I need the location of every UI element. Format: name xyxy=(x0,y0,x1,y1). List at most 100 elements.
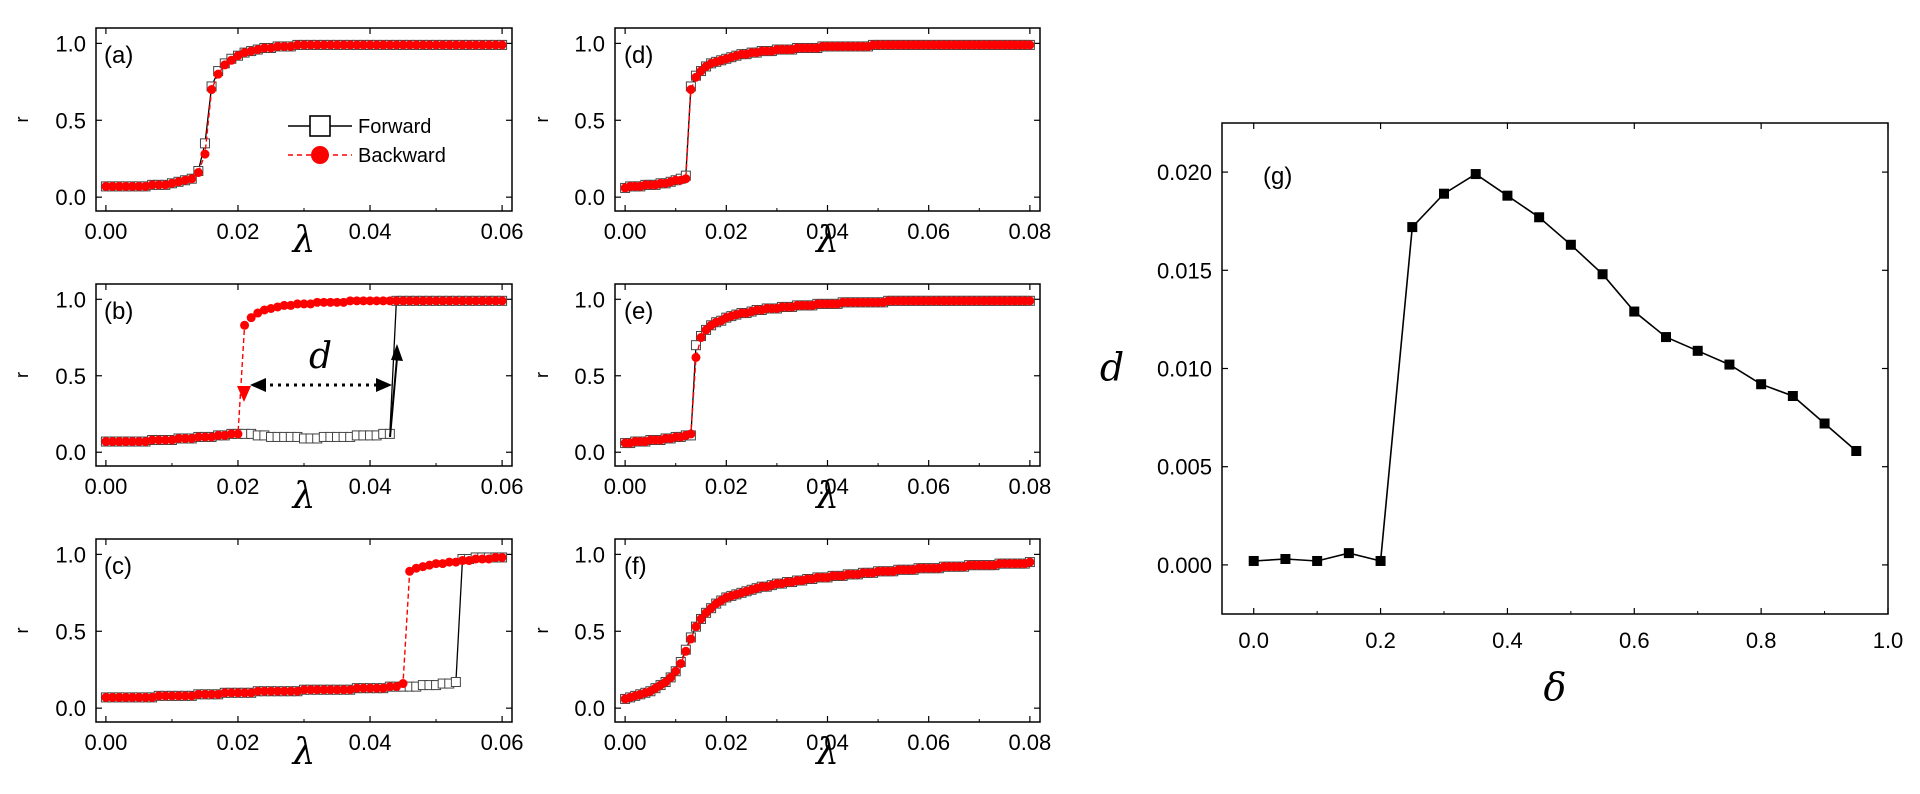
x-axis-label: λ xyxy=(291,476,316,517)
data-point-d xyxy=(1280,554,1291,565)
backward-jump-arrow-head xyxy=(237,386,251,402)
data-point-backward xyxy=(332,40,342,50)
x-tick-label: 0.04 xyxy=(806,474,849,499)
data-point-backward xyxy=(471,40,481,50)
data-point-backward xyxy=(306,40,316,50)
data-point-backward xyxy=(1025,557,1035,567)
y-axis-label: r xyxy=(12,628,32,634)
data-point-backward xyxy=(365,40,375,50)
data-point-backward xyxy=(108,437,118,447)
series-line-forward xyxy=(625,300,1030,444)
data-point-backward xyxy=(253,686,263,696)
data-point-backward xyxy=(457,296,467,306)
x-tick-label: 0.08 xyxy=(1008,474,1051,499)
d-arrow-left-head xyxy=(250,378,266,392)
data-point-backward xyxy=(497,296,507,306)
x-tick-label: 0.8 xyxy=(1746,628,1777,653)
data-point-d xyxy=(1312,555,1323,566)
data-point-backward xyxy=(200,689,210,699)
data-point-forward xyxy=(690,340,701,351)
x-tick-label: 0.02 xyxy=(705,474,748,499)
data-point-backward xyxy=(127,437,137,447)
data-point-backward xyxy=(691,622,701,632)
data-point-backward xyxy=(358,683,368,693)
y-tick-label: 1.0 xyxy=(574,31,605,56)
data-point-backward xyxy=(213,430,223,440)
data-point-backward xyxy=(325,40,335,50)
data-point-backward xyxy=(398,296,408,306)
data-point-backward xyxy=(207,85,217,95)
data-point-backward xyxy=(438,296,448,306)
data-point-backward xyxy=(477,296,487,306)
data-point-backward xyxy=(114,437,124,447)
y-axis-label: r xyxy=(12,117,32,123)
data-point-backward xyxy=(121,437,131,447)
data-point-d xyxy=(1851,445,1862,456)
x-tick-label: 0.06 xyxy=(481,219,524,244)
y-axis-label: r xyxy=(532,117,552,123)
series-line-d xyxy=(1253,173,1857,563)
data-point-d xyxy=(1534,212,1545,223)
data-point-backward xyxy=(127,181,137,191)
data-point-backward xyxy=(147,180,157,190)
y-tick-label: 0.5 xyxy=(574,364,605,389)
data-point-backward xyxy=(696,614,706,624)
x-tick-label: 0.2 xyxy=(1365,628,1396,653)
data-point-backward xyxy=(352,40,362,50)
y-tick-label: 0.0 xyxy=(55,696,86,721)
y-tick-label: 0.5 xyxy=(574,108,605,133)
data-point-backward xyxy=(490,296,500,306)
y-axis-label: d xyxy=(1100,346,1124,390)
data-point-backward xyxy=(154,691,164,701)
data-point-backward xyxy=(490,552,500,562)
data-point-backward xyxy=(279,300,289,310)
data-point-backward xyxy=(358,40,368,50)
x-tick-label: 1.0 xyxy=(1873,628,1904,653)
x-tick-label: 0.00 xyxy=(84,219,127,244)
x-tick-label: 0.06 xyxy=(907,474,950,499)
data-point-backward xyxy=(312,685,322,695)
d-arrow-right-head xyxy=(376,378,392,392)
data-point-backward xyxy=(405,40,415,50)
data-point-backward xyxy=(325,685,335,695)
data-point-backward xyxy=(180,691,190,701)
x-tick-label: 0.04 xyxy=(806,730,849,755)
data-point-backward xyxy=(121,181,131,191)
data-point-backward xyxy=(365,683,375,693)
data-point-backward xyxy=(160,435,170,445)
data-point-backward xyxy=(299,299,309,309)
data-point-forward xyxy=(199,138,210,149)
data-point-backward xyxy=(372,683,382,693)
data-point-backward xyxy=(411,296,421,306)
data-point-backward xyxy=(306,685,316,695)
legend: Forward Backward xyxy=(288,115,446,167)
legend-forward-label: Forward xyxy=(358,116,431,138)
x-axis-label: δ xyxy=(1544,665,1567,709)
x-tick-label: 0.00 xyxy=(604,730,647,755)
data-point-backward xyxy=(477,554,487,564)
data-point-backward xyxy=(497,40,507,50)
data-point-backward xyxy=(457,556,467,566)
data-point-backward xyxy=(147,435,157,445)
series-line-forward xyxy=(105,556,503,699)
y-tick-label: 1.0 xyxy=(55,287,86,312)
data-point-d xyxy=(1819,418,1830,429)
data-point-backward xyxy=(1025,40,1035,50)
data-point-backward xyxy=(477,40,487,50)
data-point-backward xyxy=(691,72,701,82)
panel-label: (e) xyxy=(624,298,653,325)
data-point-d xyxy=(1692,345,1703,356)
panel-label: (d) xyxy=(624,42,653,69)
data-point-backward xyxy=(431,559,441,569)
x-tick-label: 0.00 xyxy=(604,474,647,499)
data-point-d xyxy=(1597,269,1608,280)
data-point-backward xyxy=(497,552,507,562)
data-point-d xyxy=(1787,390,1798,401)
data-point-backward xyxy=(431,296,441,306)
data-point-backward xyxy=(676,659,686,669)
data-point-d xyxy=(1439,188,1449,199)
data-point-backward xyxy=(134,181,144,191)
data-point-backward xyxy=(114,692,124,702)
plots: 0.00 0.02 0.04 0.060.00.51.0λr(a)0.00 0.02 0.… xyxy=(12,27,1904,773)
